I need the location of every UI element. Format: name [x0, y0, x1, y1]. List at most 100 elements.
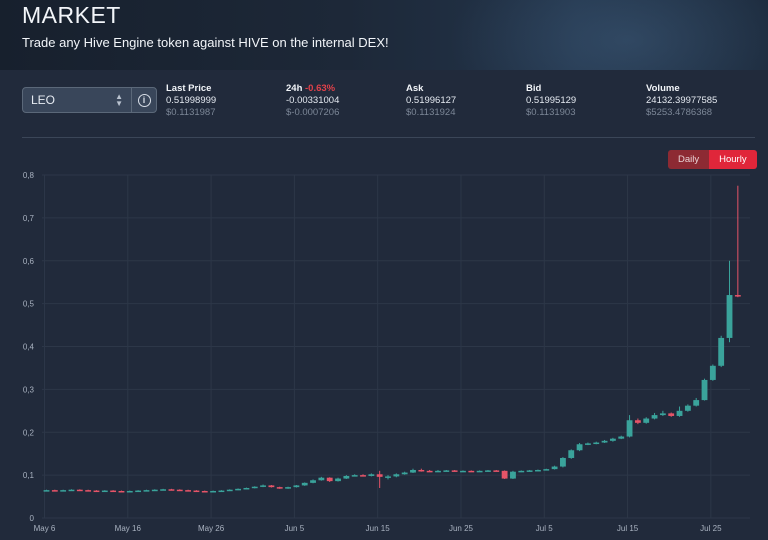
candle [376, 470, 383, 488]
candle-body [376, 474, 383, 477]
candle [135, 490, 142, 493]
candle-body [443, 470, 450, 472]
candle [584, 442, 591, 446]
candle [668, 412, 675, 417]
x-tick-label: May 26 [198, 524, 225, 533]
candle [651, 412, 658, 420]
candle [310, 479, 316, 484]
candle-body [160, 489, 167, 491]
candle-body [584, 443, 591, 445]
candle-body [485, 470, 491, 472]
candle [551, 465, 558, 470]
page-header: MARKET Trade any Hive Engine token again… [0, 0, 768, 70]
candle-body [85, 490, 92, 492]
candle-body [60, 490, 67, 492]
candle-body [351, 475, 358, 477]
x-tick-label: Jun 15 [366, 524, 391, 533]
candle [268, 484, 275, 488]
candle [734, 185, 741, 298]
candle-body [118, 490, 125, 493]
candle-body [51, 490, 58, 492]
candle-body [493, 470, 500, 472]
candle-body [335, 478, 341, 482]
candle-body [276, 487, 283, 489]
candle-body [393, 474, 400, 477]
candle-body [643, 418, 650, 423]
candle [260, 484, 266, 488]
candle [518, 470, 525, 473]
y-tick-label: 0,4 [23, 343, 35, 352]
candle-body [593, 442, 600, 445]
stat-label: Volume [646, 83, 680, 94]
hourly-button[interactable]: Hourly [709, 150, 757, 169]
daily-button[interactable]: Daily [668, 150, 710, 169]
candle [60, 489, 67, 492]
candle [151, 489, 158, 492]
y-tick-label: 0 [30, 514, 35, 523]
candle-body [734, 295, 741, 297]
candle [368, 473, 375, 477]
candle [318, 476, 325, 481]
candle [201, 490, 208, 493]
stat-usd: $0.1131987 [166, 107, 216, 118]
candle-body [451, 470, 458, 472]
candle [643, 417, 650, 424]
candle [676, 406, 683, 417]
x-tick-label: May 6 [34, 524, 56, 533]
candle [468, 470, 475, 473]
candle-body [235, 488, 241, 491]
candle [634, 418, 641, 425]
token-info-button[interactable]: i [131, 87, 157, 113]
candle-body [368, 474, 375, 476]
candle-body [560, 457, 566, 467]
candle [176, 489, 183, 492]
candle [285, 486, 291, 489]
candle [543, 468, 550, 471]
y-tick-label: 0,2 [23, 428, 35, 437]
candle [168, 488, 175, 491]
candle [626, 415, 633, 438]
candle [185, 489, 192, 492]
candle [301, 482, 308, 486]
stat-usd: $0.1131924 [406, 107, 456, 118]
x-tick-label: Jul 15 [617, 524, 639, 533]
candle [335, 477, 341, 482]
candle [251, 486, 258, 489]
price-chart[interactable]: 00,10,20,30,40,50,60,70,8 May 6 May 16 May… [0, 165, 768, 540]
candle-body [668, 413, 675, 416]
candle-body [218, 490, 225, 493]
candle [726, 260, 733, 343]
candle [493, 469, 500, 472]
candle [418, 468, 425, 472]
candle-body [609, 438, 616, 441]
candle-body [126, 490, 133, 493]
token-select[interactable]: LEO ▲ ▼ [22, 87, 132, 113]
candle-body [401, 472, 408, 475]
candle-body [285, 487, 291, 489]
candle [684, 404, 691, 412]
candle-body [185, 490, 192, 492]
candle-body [601, 440, 608, 443]
candle-body [143, 490, 150, 492]
candle-body [726, 295, 733, 338]
candle [326, 477, 333, 482]
candle [43, 489, 50, 492]
candle-body [168, 489, 175, 491]
y-tick-label: 0,7 [23, 214, 35, 223]
stat-value: 0.51995129 [526, 95, 577, 106]
candle [160, 488, 167, 491]
x-tick-label: Jul 5 [536, 524, 553, 533]
candle-body [418, 469, 425, 472]
candle [110, 490, 117, 493]
candle [143, 489, 150, 492]
candle-body [535, 469, 541, 472]
candle [93, 490, 100, 493]
x-tick-label: Jul 25 [700, 524, 722, 533]
candle [85, 489, 92, 492]
candle-body [151, 489, 158, 492]
stat-value: -0.00331004 [286, 95, 340, 106]
candle-body [301, 482, 308, 486]
stat-usd: $0.1131903 [526, 107, 576, 118]
x-tick-label: Jun 5 [285, 524, 305, 533]
candle [601, 439, 608, 443]
